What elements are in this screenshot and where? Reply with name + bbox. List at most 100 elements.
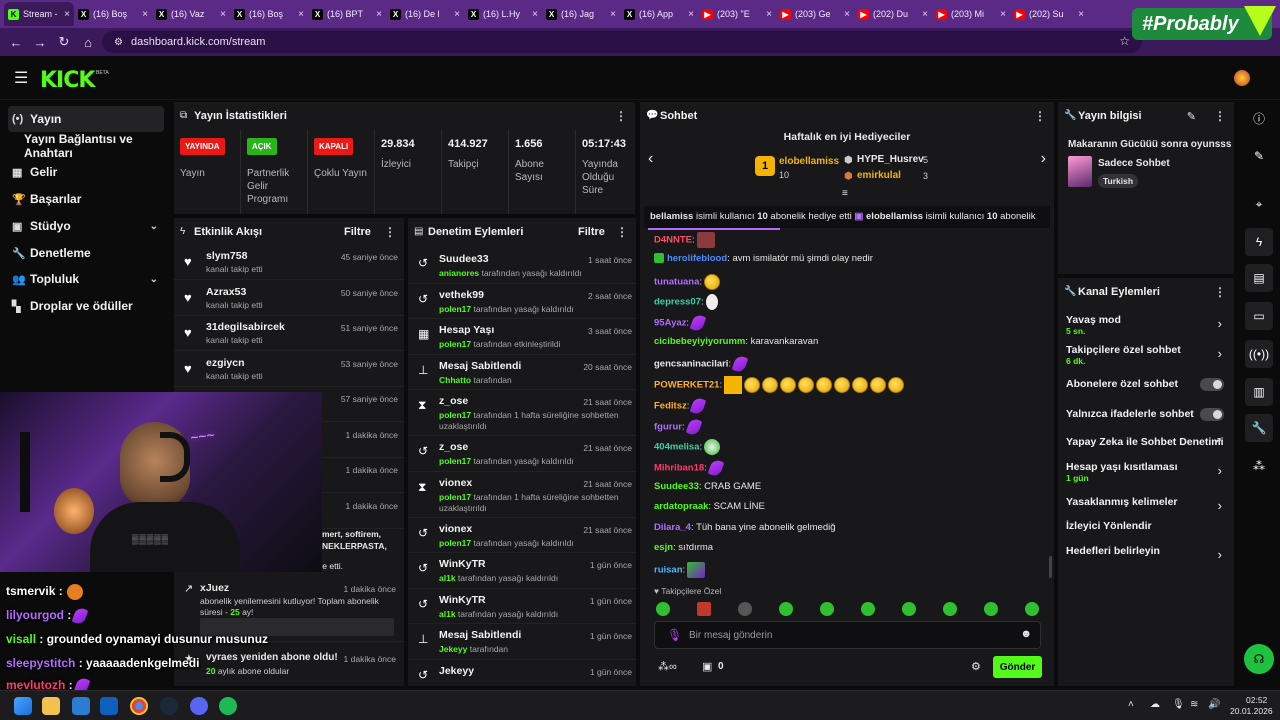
support-headset-icon[interactable]: ☊ [1244, 644, 1274, 674]
chat-username[interactable]: D4NNTE [654, 234, 693, 246]
network-icon[interactable]: ☁ [1150, 699, 1160, 710]
tab-close-icon[interactable]: × [298, 8, 304, 20]
sidebar-item[interactable]: (•) Yayın [8, 106, 164, 132]
target-icon[interactable]: ⌖ [1255, 196, 1263, 211]
toggle-switch[interactable] [1200, 378, 1224, 391]
quick-emote-icon[interactable] [943, 602, 957, 616]
avatar[interactable] [1234, 70, 1250, 86]
moderation-filter-button[interactable]: Filtre [578, 226, 605, 238]
chat-username[interactable]: POWERKET21 [654, 379, 720, 391]
browser-tab[interactable]: K Stream - × [4, 2, 74, 26]
address-bar[interactable]: ⚙ dashboard.kick.com/stream ☆ [102, 31, 1142, 53]
sidebar-item[interactable]: 🔧 Denetleme [8, 240, 164, 266]
sidebar-item[interactable]: 🏆 Başarılar [8, 186, 164, 212]
chat-username[interactable]: ruisan [654, 564, 683, 576]
chat-bubble-icon[interactable]: ▭ [1245, 302, 1273, 330]
scrollbar[interactable] [1049, 556, 1052, 578]
tab-close-icon[interactable]: × [64, 8, 70, 20]
quick-emote-icon[interactable] [738, 602, 752, 616]
file-explorer-icon[interactable] [42, 697, 60, 715]
chat-username[interactable]: Feditsz [654, 400, 687, 412]
quick-emote-icon[interactable] [697, 602, 711, 616]
chat-username[interactable]: 404melisa [654, 441, 700, 453]
chat-username[interactable]: gencsaninacilari [654, 358, 729, 370]
quick-emote-icon[interactable] [861, 602, 875, 616]
activity-more-icon[interactable]: ⋮ [384, 225, 396, 239]
chevron-right-icon[interactable]: › [1217, 463, 1222, 478]
tab-close-icon[interactable]: × [844, 8, 850, 20]
quick-emote-icon[interactable] [656, 602, 670, 616]
chat-username[interactable]: herolifeblood [667, 253, 728, 264]
chat-input[interactable]: 🎙 Bir mesaj gönderin ☻ [654, 621, 1041, 649]
channel-action-label[interactable]: Yalnızca ifadelerle sohbet [1066, 408, 1194, 420]
pencil-icon[interactable]: ✎ [1253, 149, 1265, 163]
points-icon[interactable]: ▣ [702, 661, 713, 673]
chat-username[interactable]: tunatuana [654, 276, 700, 288]
edit-icon[interactable]: ✎ [1186, 111, 1196, 123]
chevron-right-icon[interactable]: › [1217, 498, 1222, 513]
wifi-icon[interactable]: ≋ [1190, 699, 1199, 710]
browser-tab[interactable]: X (16) Vaz × [152, 2, 230, 26]
bookmark-star-icon[interactable]: ☆ [1119, 34, 1130, 48]
expand-icon[interactable]: ≡ [842, 188, 848, 199]
chevron-down-icon[interactable]: ⌄ [149, 220, 158, 232]
channel-action-label[interactable]: Abonelere özel sohbet [1066, 378, 1179, 390]
activity-filter-button[interactable]: Filtre [344, 226, 371, 238]
chat-settings-icon[interactable]: ⚙ [971, 661, 981, 673]
browser-tab[interactable]: ▶ (203) Mi × [932, 2, 1010, 26]
chat-username[interactable]: Dilara_4 [654, 522, 691, 533]
steam-icon[interactable] [160, 697, 178, 715]
send-button[interactable]: Gönder [993, 656, 1042, 678]
spotify-icon[interactable] [219, 697, 237, 715]
gifters-prev-icon[interactable]: ‹ [648, 150, 654, 167]
moderation-more-icon[interactable]: ⋮ [616, 225, 628, 239]
menu-icon[interactable]: ☰ [14, 70, 29, 87]
discord-icon[interactable] [190, 697, 208, 715]
sidebar-item[interactable]: 👥 Topluluk ⌄ [8, 266, 164, 292]
browser-tab[interactable]: X (16) De l × [386, 2, 464, 26]
chevron-down-icon[interactable]: ⌄ [149, 273, 158, 285]
site-info-icon[interactable]: ⚙ [114, 36, 123, 48]
chevron-right-icon[interactable]: › [1217, 547, 1222, 562]
chat-username[interactable]: Mihriban18 [654, 462, 705, 474]
channel-action-label[interactable]: İzleyici Yönlendir [1066, 520, 1152, 532]
lightning-icon[interactable]: ϟ [1245, 228, 1273, 256]
browser-tab[interactable]: ▶ (202) Su × [1010, 2, 1088, 26]
volume-icon[interactable]: 🔊 [1208, 699, 1221, 710]
tab-close-icon[interactable]: × [376, 8, 382, 20]
document-icon[interactable]: ▤ [1245, 264, 1273, 292]
chat-username[interactable]: fgurur [654, 421, 682, 433]
info-more-icon[interactable]: ⋮ [1214, 109, 1226, 123]
channel-action-label[interactable]: Yapay Zeka ile Sohbet Denetimi [1066, 436, 1224, 448]
quick-emote-icon[interactable] [779, 602, 793, 616]
chevron-right-icon[interactable]: › [1217, 316, 1222, 331]
group-icon[interactable]: ⁂ [1253, 459, 1265, 473]
info-icon[interactable]: ⓘ [1252, 111, 1265, 126]
layout-icon[interactable]: ▥ [1245, 378, 1273, 406]
chat-username[interactable]: esjn [654, 542, 674, 553]
sidebar-item[interactable]: ▣ Stüdyo ⌄ [8, 213, 164, 239]
browser-tab[interactable]: ▶ (202) Du × [854, 2, 932, 26]
browser-tab[interactable]: ▶ (203) "E × [698, 2, 776, 26]
browser-tab[interactable]: ▶ (203) Ge × [776, 2, 854, 26]
gifters-next-icon[interactable]: › [1040, 150, 1046, 167]
quick-emote-icon[interactable] [984, 602, 998, 616]
quick-emote-icon[interactable] [820, 602, 834, 616]
wrench-icon[interactable]: 🔧 [1245, 414, 1273, 442]
browser-tab[interactable]: X (16) L.Hy × [464, 2, 542, 26]
tab-close-icon[interactable]: × [766, 8, 772, 20]
toggle-switch[interactable] [1200, 408, 1224, 421]
browser-tab[interactable]: X (16) Boş × [230, 2, 308, 26]
tray-chevron-icon[interactable]: ˄ [1128, 699, 1134, 710]
tab-close-icon[interactable]: × [610, 8, 616, 20]
windows-start-icon[interactable] [14, 697, 32, 715]
browser-tab[interactable]: X (16) Boş × [74, 2, 152, 26]
emoji-icon[interactable]: ☻ [1020, 628, 1032, 640]
channel-actions-more-icon[interactable]: ⋮ [1214, 285, 1226, 299]
browser-tab[interactable]: X (16) Jag × [542, 2, 620, 26]
kick-logo[interactable]: KICK [40, 68, 95, 93]
reload-icon[interactable]: ↻ [58, 34, 70, 49]
channel-action-label[interactable]: Yasaklanmış kelimeler [1066, 496, 1178, 508]
clock-date[interactable]: 20.01.2026 [1230, 706, 1273, 716]
browser-tab[interactable]: X (16) BPT × [308, 2, 386, 26]
